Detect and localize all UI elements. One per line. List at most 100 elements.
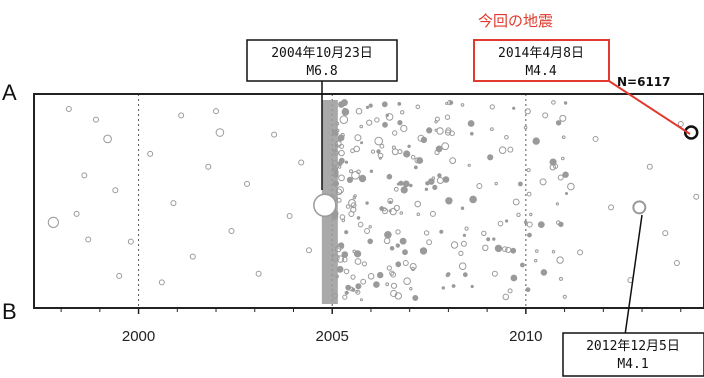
annotation-2014: 2014年4月8日 M4.4 [473,39,691,135]
aftershock-point [423,230,430,236]
aftershock-point [549,158,557,166]
aftershock-point [510,274,518,282]
aftershock-point [444,129,452,136]
annotation-box [562,332,704,377]
aftershock-point [526,168,531,173]
aftershock-point [490,127,494,132]
annotation-magnitude: M4.1 [617,357,648,372]
event-point [178,112,185,119]
aftershock-point [434,128,438,132]
aftershock-point [331,254,340,262]
aftershock-point [397,149,403,155]
aftershock-point [563,101,568,105]
aftershock-point [354,258,362,265]
aftershock-point [350,148,355,154]
aftershock-point [338,174,345,182]
event-point [65,105,72,112]
event-point [85,236,92,243]
aftershock-point [334,245,342,253]
aftershock-point [360,141,364,145]
aftershock-point [368,103,373,108]
aftershock-point [354,134,362,142]
aftershock-point [460,103,465,107]
aftershock-point [385,282,390,287]
aftershock-point [450,241,459,249]
side-label-a: A [2,80,17,105]
event-point [542,112,549,119]
aftershock-point [434,120,438,124]
aftershock-point [516,212,521,218]
aftershock-point [410,266,416,272]
aftershock-point [407,144,411,149]
aftershock-point [502,293,510,301]
aftershock-point [442,176,450,183]
aftershock-point [337,134,345,142]
event-point [351,171,360,180]
aftershock-point [336,186,345,194]
aftershock-point [512,106,516,110]
aftershock-point [562,171,569,178]
annotation-date: 2014年4月8日 [498,46,584,61]
aftershock-point [470,284,474,289]
aftershock-point [358,174,367,183]
event-point [673,260,680,267]
event-point [215,128,225,137]
aftershock-point [487,154,494,161]
aftershock-point [527,232,532,238]
annotation-2012: 2012年12月5日 M4.1 [562,214,704,377]
aftershock-point [367,238,374,245]
aftershock-point [392,130,398,136]
aftershock-point [381,101,388,108]
aftershock-point [535,249,539,253]
aftershock-point [497,220,504,227]
aftershock-point [555,120,562,126]
aftershock-point [393,204,400,212]
aftershock-point [426,239,433,246]
annotation-leader [608,80,691,135]
aftershock-point [416,157,424,164]
aftershock-point [388,200,392,205]
aftershock-point [355,289,361,295]
aftershock-point [336,255,345,263]
aftershock-point [368,225,372,229]
event-point [73,210,80,217]
aftershock-point [419,247,428,255]
aftershock-point [333,150,339,156]
aftershock-point [343,268,350,275]
aftershock-point [336,265,344,273]
aftershock-point [435,145,443,153]
aftershock-point [361,261,367,267]
event-point [147,150,154,157]
aftershock-point [428,178,435,185]
aftershock-point [470,131,474,136]
annotation-leader [624,214,643,336]
aftershock-point [462,272,468,278]
aftershock-point [349,169,353,174]
event-point [374,136,383,146]
aftershock-point [510,247,517,254]
aftershock-point [565,192,568,195]
aftershock-point [331,213,339,220]
aftershock-point [431,176,436,180]
headline-label: 今回の地震 [478,12,553,30]
event-point [47,216,59,228]
aftershock-point [524,108,531,115]
aftershock-point [335,144,339,148]
aftershock-point [395,229,401,235]
event-point [507,146,514,153]
aftershock-point [348,199,356,207]
aftershock-point [558,221,564,228]
aftershock-point [507,288,513,294]
aftershock-point [409,287,413,291]
aftershock-point [331,292,338,299]
aftershock-point [505,246,512,253]
aftershock-point [342,294,348,300]
aftershock-point [399,211,404,215]
annotation-2004: 2004年10月23日 M6.8 [246,39,398,190]
aftershock-point [344,230,349,235]
event-point [189,253,196,260]
aftershock-point [338,149,345,157]
aftershock-point [402,180,410,188]
aftershock-point [402,249,408,256]
